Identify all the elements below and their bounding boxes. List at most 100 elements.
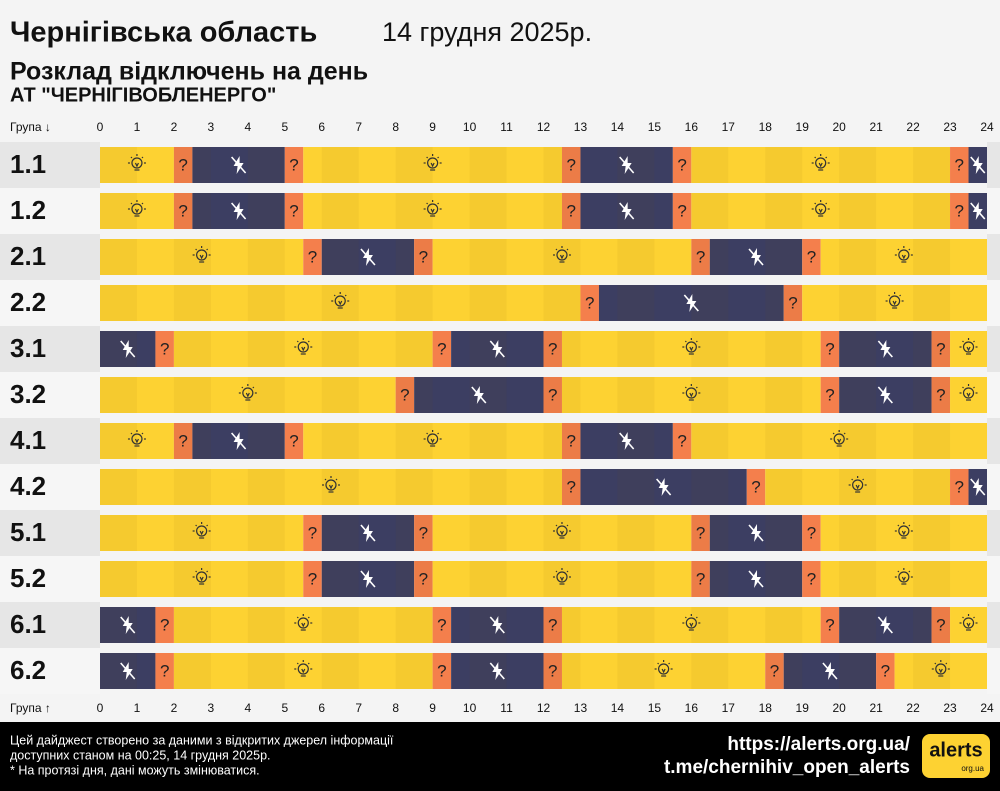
off-icon bbox=[656, 478, 672, 496]
on-icon bbox=[885, 292, 904, 309]
segment-maybe bbox=[155, 607, 174, 643]
x-tick-label: 17 bbox=[722, 120, 736, 134]
bulb-ray bbox=[335, 478, 338, 481]
bulb bbox=[658, 663, 670, 675]
row-label-bg bbox=[0, 602, 100, 648]
x-tick-label: 19 bbox=[796, 120, 810, 134]
bulb-filament bbox=[301, 668, 306, 674]
group-label: 1.1 bbox=[10, 149, 46, 179]
bulb-filament bbox=[661, 668, 666, 674]
on-icon bbox=[682, 384, 701, 401]
bulb-filament bbox=[134, 438, 139, 444]
maybe-label: ? bbox=[751, 477, 760, 496]
chart-date: 14 грудня 2025р. bbox=[382, 17, 592, 47]
bolt-slash bbox=[619, 156, 635, 174]
x-tick-label: 2 bbox=[171, 120, 178, 134]
off-icon bbox=[120, 662, 136, 680]
footer-note: доступних станом на 00:25, 14 грудня 202… bbox=[10, 748, 271, 762]
bulb-ray bbox=[908, 524, 911, 527]
maybe-label: ? bbox=[566, 155, 575, 174]
on-icon bbox=[894, 568, 913, 585]
maybe-label: ? bbox=[437, 661, 446, 680]
segment-maybe bbox=[691, 561, 710, 597]
segment-maybe bbox=[173, 147, 193, 183]
footer-link[interactable]: https://alerts.org.ua/ bbox=[727, 734, 910, 755]
off-icon bbox=[619, 432, 635, 450]
bulb-ray bbox=[899, 294, 902, 297]
bulb-filament bbox=[430, 208, 435, 214]
off-icon bbox=[489, 340, 505, 358]
bulb-ray bbox=[862, 478, 865, 481]
x-tick-label: 7 bbox=[355, 120, 362, 134]
bulb-ray bbox=[307, 340, 310, 343]
x-tick-label: 9 bbox=[429, 120, 436, 134]
footer-link[interactable]: t.me/chernihiv_open_alerts bbox=[664, 757, 910, 778]
bulb bbox=[898, 525, 910, 537]
on-icon bbox=[682, 338, 701, 355]
bulb-ray bbox=[657, 662, 660, 665]
x-tick-label: 16 bbox=[685, 120, 699, 134]
bolt-slash bbox=[877, 386, 893, 404]
on-icon bbox=[423, 430, 442, 447]
bulb bbox=[962, 341, 975, 353]
on-icon bbox=[127, 154, 146, 171]
off-icon bbox=[120, 616, 136, 634]
bulb-filament bbox=[559, 576, 565, 582]
bulb-ray bbox=[555, 248, 558, 251]
maybe-label: ? bbox=[308, 247, 317, 266]
segment-maybe bbox=[672, 193, 692, 229]
x-tick-label: 24 bbox=[980, 120, 994, 134]
group-label: 5.2 bbox=[10, 563, 46, 593]
maybe-label: ? bbox=[160, 339, 169, 358]
x-tick-label: 11 bbox=[500, 120, 513, 134]
on-icon bbox=[192, 522, 211, 539]
on-icon bbox=[959, 338, 978, 355]
bulb-ray bbox=[206, 570, 209, 573]
group-label: 2.1 bbox=[10, 241, 46, 271]
bolt-slash bbox=[877, 616, 893, 634]
segment-maybe bbox=[173, 423, 193, 459]
row-end-bg bbox=[987, 234, 1000, 280]
maybe-label: ? bbox=[696, 247, 705, 266]
x-tick-label: 10 bbox=[463, 701, 477, 715]
bulb bbox=[196, 525, 208, 537]
maybe-label: ? bbox=[548, 661, 557, 680]
bulb-ray bbox=[307, 662, 310, 665]
bulb-filament bbox=[430, 438, 435, 444]
bulb-ray bbox=[908, 570, 911, 573]
logo bbox=[922, 734, 990, 778]
off-icon bbox=[748, 570, 764, 588]
row-end-bg bbox=[987, 464, 1000, 510]
x-tick-label: 17 bbox=[722, 701, 736, 715]
off-icon bbox=[683, 294, 699, 312]
bulb-ray bbox=[426, 432, 429, 435]
segment-maybe bbox=[765, 653, 784, 689]
x-tick-label: 3 bbox=[208, 701, 215, 715]
maybe-label: ? bbox=[289, 431, 298, 450]
maybe-label: ? bbox=[807, 523, 816, 542]
on-icon bbox=[682, 614, 701, 631]
bulb bbox=[427, 203, 439, 215]
off-icon bbox=[489, 616, 505, 634]
bolt-slash bbox=[230, 156, 247, 174]
maybe-label: ? bbox=[788, 293, 797, 312]
bolt-slash bbox=[360, 524, 376, 542]
bulb bbox=[325, 479, 337, 491]
maybe-label: ? bbox=[419, 523, 428, 542]
segment-maybe bbox=[931, 607, 951, 643]
off-icon bbox=[619, 156, 635, 174]
x-tick-label: 1 bbox=[134, 120, 141, 134]
x-tick-label: 14 bbox=[611, 120, 625, 134]
on-icon bbox=[894, 522, 913, 539]
off-icon bbox=[822, 662, 838, 680]
bolt-slash bbox=[748, 524, 764, 542]
bulb-filament bbox=[559, 254, 565, 260]
bulb-ray bbox=[437, 202, 440, 205]
segment-maybe bbox=[820, 331, 840, 367]
bulb-filament bbox=[689, 392, 694, 398]
x-tick-label: 10 bbox=[463, 120, 477, 134]
x-tick-label: 8 bbox=[392, 701, 399, 715]
maybe-label: ? bbox=[936, 385, 945, 404]
off-icon bbox=[970, 478, 986, 496]
bulb bbox=[556, 525, 568, 537]
